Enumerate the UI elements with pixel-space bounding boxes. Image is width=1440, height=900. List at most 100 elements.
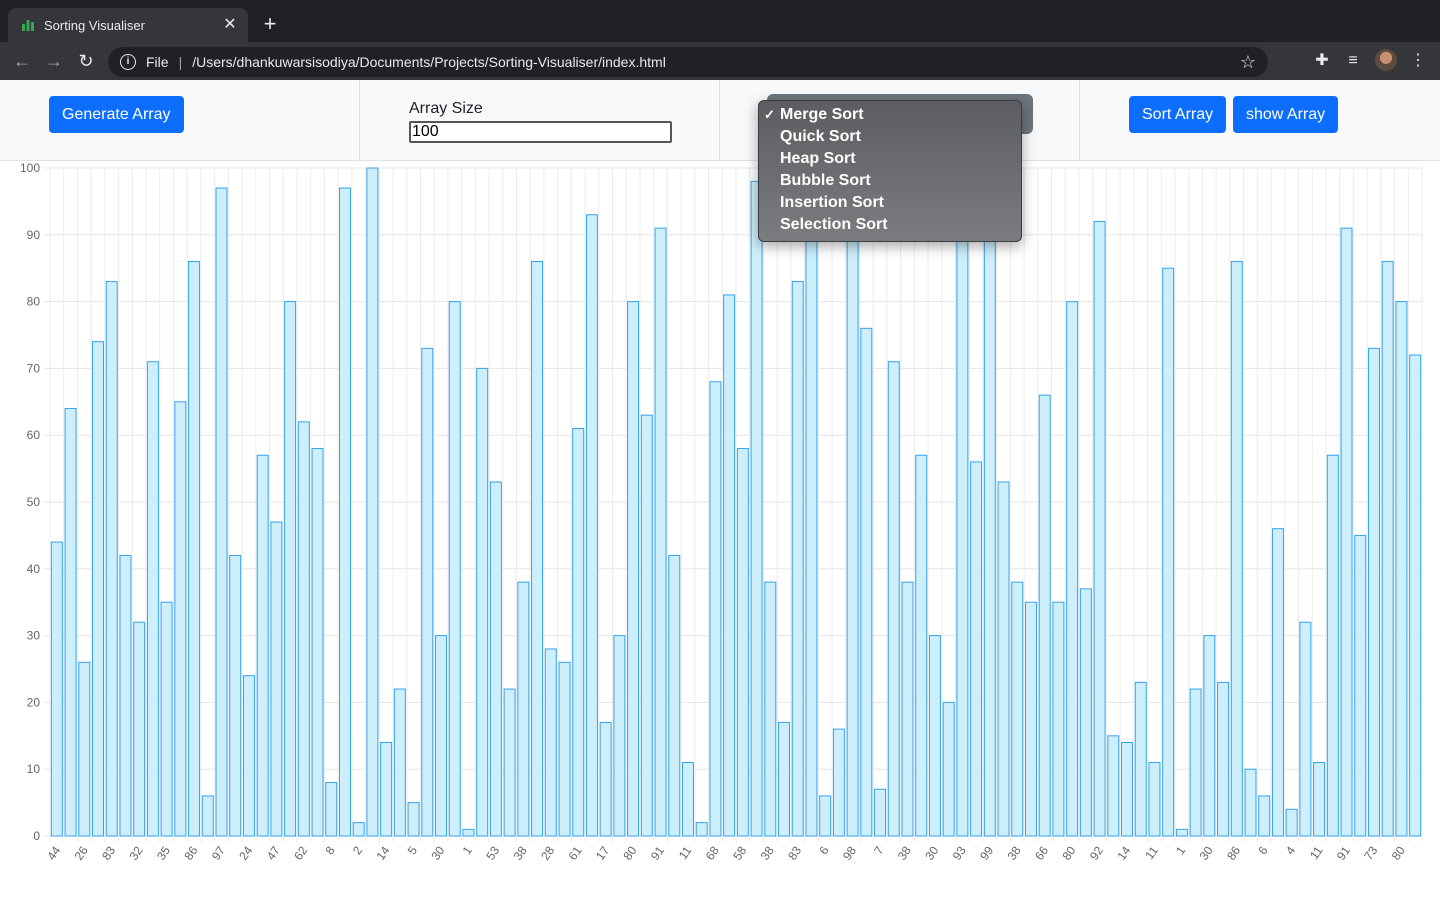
bar <box>366 167 379 837</box>
bar <box>668 554 681 837</box>
bar <box>572 428 585 837</box>
x-tick-label: 6 <box>1255 843 1270 857</box>
sort-cell: Sort Array show Array <box>1080 80 1440 160</box>
browser-menu-icon[interactable]: ⋮ <box>1410 52 1426 69</box>
bar <box>407 802 420 837</box>
x-tick-label: 62 <box>291 843 310 862</box>
bar <box>1093 220 1106 837</box>
bar <box>846 180 859 837</box>
bar <box>1381 261 1394 837</box>
media-queue-icon[interactable]: ≡ <box>1348 52 1358 69</box>
bar <box>901 581 914 837</box>
bar <box>1258 795 1271 837</box>
option-bubble-sort[interactable]: Bubble Sort <box>780 172 871 189</box>
y-tick-label: 100 <box>20 161 40 175</box>
x-tick-label: 99 <box>977 843 996 862</box>
option-insertion-sort[interactable]: Insertion Sort <box>780 194 885 211</box>
profile-avatar[interactable] <box>1375 49 1397 71</box>
bar <box>599 721 612 837</box>
array-size-input[interactable]: 100 <box>409 121 672 143</box>
bar <box>887 361 900 837</box>
x-tick-label: 17 <box>593 843 612 862</box>
x-tick-label: 83 <box>99 843 118 862</box>
bar <box>503 688 516 837</box>
bar <box>105 281 118 837</box>
x-tick-label: 30 <box>922 843 941 862</box>
bar <box>1121 741 1134 837</box>
option-heap-sort[interactable]: Heap Sort <box>780 150 856 167</box>
address-separator: | <box>178 54 183 70</box>
x-tick-label: 58 <box>730 843 749 862</box>
new-tab-icon[interactable]: + <box>263 11 277 36</box>
bar <box>819 795 832 837</box>
x-tick-label: 35 <box>154 843 173 862</box>
bar <box>311 448 324 837</box>
y-axis-ticks: 0 10 20 30 40 50 60 70 80 90 100 <box>20 161 40 843</box>
back-icon[interactable]: ← <box>13 51 31 71</box>
x-tick-label: 30 <box>1197 843 1216 862</box>
extensions-puzzle-icon[interactable]: ✚ <box>1315 52 1329 69</box>
info-icon[interactable]: i <box>120 54 136 70</box>
x-tick-label: 80 <box>1059 843 1078 862</box>
browser-tab[interactable]: Sorting Visualiser ✕ <box>8 8 248 42</box>
bar <box>421 347 434 837</box>
bar <box>1217 681 1230 837</box>
browser-tabstrip: Sorting Visualiser ✕ + <box>0 0 1440 42</box>
bar <box>791 281 804 837</box>
option-quick-sort[interactable]: Quick Sort <box>780 128 861 145</box>
x-tick-label: 83 <box>785 843 804 862</box>
bookmark-star-icon[interactable]: ☆ <box>1239 52 1256 72</box>
bar <box>709 381 722 837</box>
bar <box>78 661 91 837</box>
url-text: /Users/dhankuwarsisodiya/Documents/Proje… <box>192 54 666 70</box>
bar <box>1134 681 1147 837</box>
bar <box>832 728 845 837</box>
y-tick-label: 70 <box>27 361 41 375</box>
bar <box>640 414 653 837</box>
bar <box>92 341 105 837</box>
x-tick-label: 98 <box>840 843 859 862</box>
x-tick-label: 97 <box>209 843 228 862</box>
bar <box>64 407 77 837</box>
bar <box>462 828 475 837</box>
x-tick-label: 11 <box>676 843 695 862</box>
x-tick-label: 32 <box>127 843 146 862</box>
x-tick-label: 11 <box>1142 843 1161 862</box>
x-tick-label: 73 <box>1361 843 1380 862</box>
bar <box>1038 394 1051 837</box>
bar <box>1011 581 1024 837</box>
bar <box>229 554 242 837</box>
address-bar[interactable]: i File | /Users/dhankuwarsisodiya/Docume… <box>108 47 1268 77</box>
x-tick-label: 53 <box>483 843 502 862</box>
bar <box>1066 301 1079 837</box>
show-array-button[interactable]: show Array <box>1233 96 1339 133</box>
bar <box>750 180 763 837</box>
close-tab-icon[interactable]: ✕ <box>223 16 237 33</box>
scheme-label: File <box>146 54 169 70</box>
generate-array-button[interactable]: Generate Array <box>49 96 184 133</box>
option-selection-sort[interactable]: Selection Sort <box>780 216 888 233</box>
bar <box>627 301 640 837</box>
bar <box>119 554 132 837</box>
x-tick-label: 47 <box>264 843 283 862</box>
bar <box>435 635 448 837</box>
bar <box>489 481 502 837</box>
bar <box>1175 828 1188 837</box>
bar <box>874 788 887 837</box>
bar <box>297 421 310 837</box>
bar <box>654 227 667 837</box>
bar <box>764 581 777 837</box>
forward-icon[interactable]: → <box>45 51 63 71</box>
bar <box>956 214 969 837</box>
bar <box>1299 621 1312 837</box>
option-merge-sort[interactable]: ✓ Merge Sort <box>764 104 864 126</box>
x-tick-label: 26 <box>72 843 91 862</box>
bar <box>1354 534 1367 837</box>
sort-array-button[interactable]: Sort Array <box>1129 96 1227 133</box>
bar <box>517 581 530 837</box>
checkmark-icon: ✓ <box>764 107 775 122</box>
x-tick-label: 8 <box>322 843 337 857</box>
reload-icon[interactable]: ↻ <box>78 51 94 71</box>
array-size-cell: Array Size 100 <box>360 80 720 160</box>
bar <box>778 721 791 837</box>
